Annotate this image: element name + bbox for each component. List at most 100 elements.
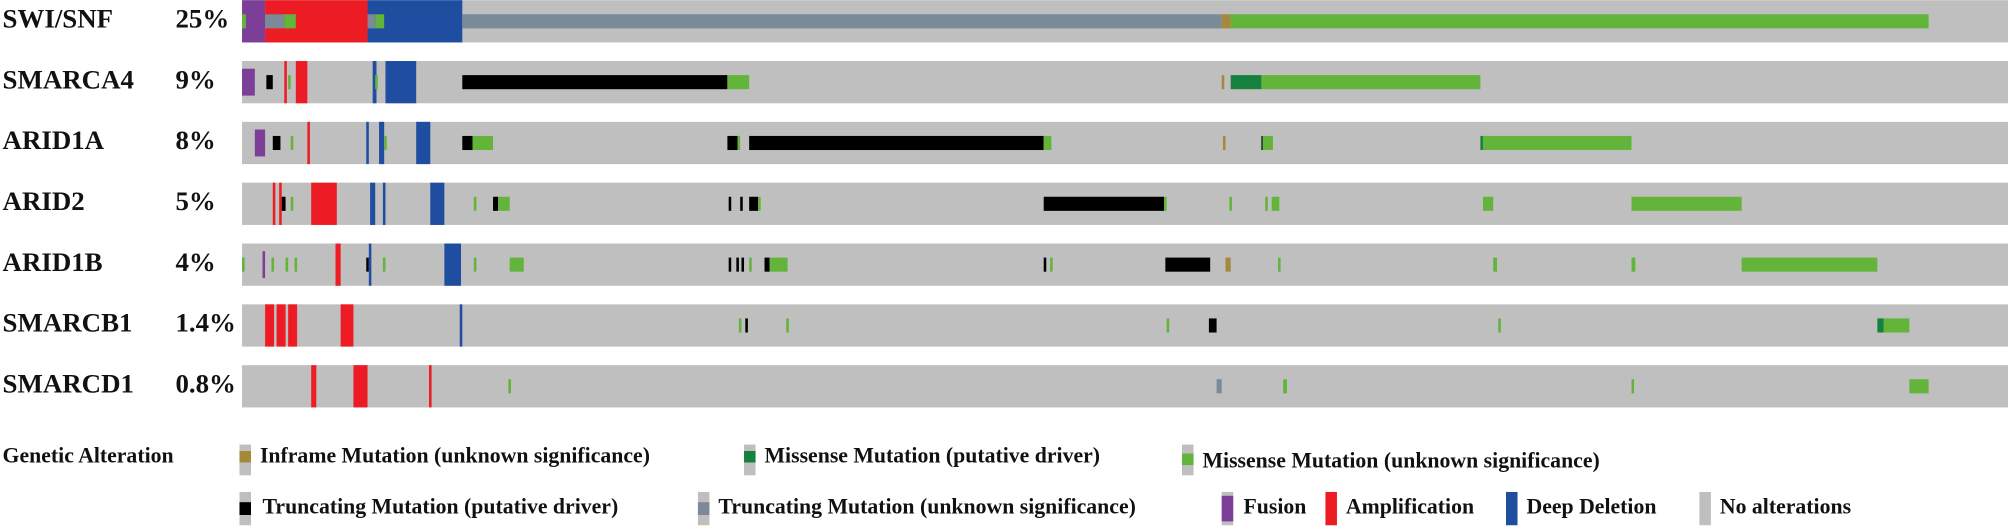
truncating-driver	[736, 257, 739, 272]
amplification	[272, 182, 276, 225]
fusion	[254, 129, 266, 157]
missense	[508, 379, 511, 394]
truncating-driver	[740, 196, 743, 211]
truncating	[462, 14, 1222, 29]
missense	[242, 257, 245, 272]
legend-label: Fusion	[1243, 495, 1306, 519]
missense	[1631, 379, 1635, 394]
missense	[1631, 196, 1742, 211]
deep-deletion	[370, 182, 376, 225]
missense	[749, 257, 752, 272]
frequency-label: 25%	[175, 3, 229, 33]
missense	[1278, 257, 1281, 272]
missense-driver	[1230, 75, 1262, 90]
legend-title: Genetic Alteration	[3, 443, 174, 467]
missense	[1498, 318, 1501, 333]
gene-label: SMARCA4	[3, 64, 134, 94]
deep-deletion	[382, 182, 386, 225]
amplification	[295, 61, 308, 104]
missense	[290, 135, 294, 151]
missense	[294, 257, 298, 272]
amplification	[335, 243, 341, 286]
gene-label: ARID1A	[3, 125, 105, 155]
truncating-driver	[462, 135, 473, 151]
missense	[727, 75, 750, 90]
inframe	[1221, 14, 1231, 29]
frequency-label: 0.8%	[175, 368, 235, 398]
amplification	[353, 365, 368, 408]
amplification	[284, 61, 287, 104]
legend-label: Amplification	[1346, 495, 1474, 519]
fusion	[242, 0, 266, 43]
legend-label: Truncating Mutation (unknown significanc…	[718, 495, 1135, 519]
deep-deletion	[372, 61, 377, 104]
amplification	[340, 304, 354, 347]
track-background	[242, 243, 2008, 286]
missense	[285, 257, 289, 272]
amplification	[265, 304, 275, 347]
legend-swatch	[697, 502, 710, 515]
fusion	[242, 68, 255, 96]
amplification	[311, 365, 317, 408]
missense	[509, 257, 524, 272]
missense	[758, 196, 761, 211]
truncating-driver	[281, 196, 286, 211]
missense	[382, 257, 386, 272]
deep-deletion	[444, 243, 462, 286]
missense	[1493, 257, 1498, 272]
legend-swatch	[1506, 491, 1518, 526]
truncating-driver	[727, 135, 738, 151]
inframe	[1222, 135, 1226, 151]
missense	[1883, 318, 1910, 333]
truncating-driver	[741, 257, 745, 272]
missense	[786, 318, 789, 333]
legend-label: Truncating Mutation (putative driver)	[263, 495, 619, 519]
legend: Genetic Alteration Inframe Mutation (unk…	[3, 443, 1851, 526]
missense	[1043, 135, 1052, 151]
truncating-driver	[1165, 257, 1211, 272]
missense	[288, 75, 291, 90]
missense	[375, 75, 378, 90]
deep-deletion	[459, 304, 463, 347]
missense	[737, 135, 741, 151]
frequency-label: 9%	[175, 64, 215, 94]
track: ARID2 5%	[3, 182, 2008, 225]
track: ARID1B 4%	[3, 243, 2008, 286]
missense-driver	[1877, 318, 1884, 333]
legend-label: Inframe Mutation (unknown significance)	[260, 443, 650, 467]
frequency-label: 4%	[175, 247, 215, 277]
track: SMARCD1 0.8%	[3, 365, 2008, 408]
truncating-driver	[1043, 196, 1165, 211]
deep-deletion	[368, 243, 372, 286]
legend-swatch	[1699, 491, 1711, 526]
track-background	[242, 365, 2008, 408]
gene-label: SWI/SNF	[3, 3, 114, 33]
legend-swatch	[1221, 495, 1234, 522]
missense	[1631, 257, 1636, 272]
track: SMARCB1 1.4%	[3, 304, 2008, 347]
amplification	[429, 365, 432, 408]
missense	[473, 196, 477, 211]
missense	[1271, 196, 1280, 211]
truncating-driver	[745, 318, 748, 333]
missense	[290, 196, 294, 211]
truncating-driver	[366, 257, 369, 272]
missense	[1283, 379, 1288, 394]
missense	[1482, 135, 1632, 151]
truncating-driver	[462, 75, 728, 90]
truncating	[367, 14, 376, 29]
truncating-driver	[493, 196, 499, 211]
deep-deletion	[385, 61, 417, 104]
truncating-driver	[728, 257, 732, 272]
missense	[1482, 196, 1494, 211]
truncating	[1216, 379, 1222, 394]
amplification	[279, 182, 282, 225]
track-background	[242, 121, 2008, 165]
deep-deletion	[416, 121, 431, 165]
frequency-label: 1.4%	[175, 308, 235, 338]
truncating-driver	[1208, 318, 1217, 333]
fusion	[262, 251, 266, 279]
track-background	[242, 304, 2008, 347]
missense	[271, 257, 275, 272]
truncating	[265, 14, 285, 29]
